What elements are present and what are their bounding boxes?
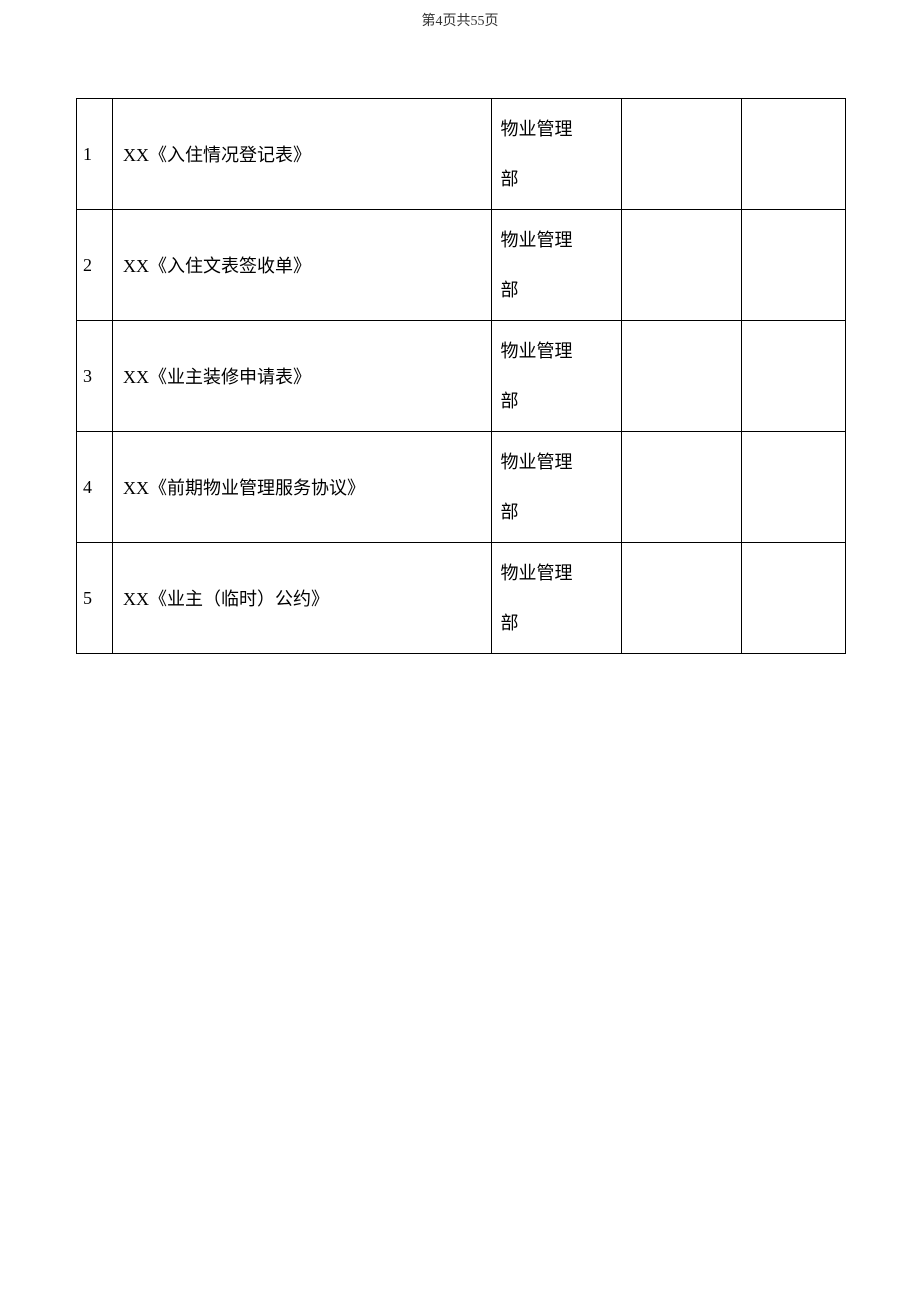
table-row: 5 XX《业主（临时）公约》 物业管理 部	[77, 543, 846, 654]
cell-desc: XX《入住文表签收单》	[112, 210, 492, 321]
cell-index: 1	[77, 99, 113, 210]
dept-line1: 物业管理	[500, 548, 621, 598]
cell-index: 4	[77, 432, 113, 543]
cell-dept: 物业管理 部	[492, 543, 622, 654]
dept-line1: 物业管理	[500, 437, 621, 487]
dept-line2: 部	[500, 598, 621, 648]
cell-empty	[622, 432, 742, 543]
dept-line1: 物业管理	[500, 104, 621, 154]
table-row: 1 XX《入住情况登记表》 物业管理 部	[77, 99, 846, 210]
cell-desc: XX《前期物业管理服务协议》	[112, 432, 492, 543]
cell-index: 5	[77, 543, 113, 654]
cell-desc: XX《入住情况登记表》	[112, 99, 492, 210]
cell-empty	[622, 210, 742, 321]
cell-empty	[742, 321, 846, 432]
document-table: 1 XX《入住情况登记表》 物业管理 部 2 XX《入住文表签收单》 物业管理 …	[76, 98, 846, 654]
dept-line2: 部	[500, 376, 621, 426]
dept-line1: 物业管理	[500, 326, 621, 376]
cell-dept: 物业管理 部	[492, 321, 622, 432]
cell-dept: 物业管理 部	[492, 432, 622, 543]
dept-line2: 部	[500, 154, 621, 204]
table-container: 1 XX《入住情况登记表》 物业管理 部 2 XX《入住文表签收单》 物业管理 …	[76, 98, 846, 654]
cell-desc: XX《业主（临时）公约》	[112, 543, 492, 654]
cell-empty	[622, 543, 742, 654]
dept-line2: 部	[500, 487, 621, 537]
table-row: 4 XX《前期物业管理服务协议》 物业管理 部	[77, 432, 846, 543]
cell-dept: 物业管理 部	[492, 210, 622, 321]
cell-empty	[622, 99, 742, 210]
table-row: 3 XX《业主装修申请表》 物业管理 部	[77, 321, 846, 432]
cell-empty	[742, 432, 846, 543]
cell-empty	[742, 210, 846, 321]
dept-line2: 部	[500, 265, 621, 315]
cell-index: 3	[77, 321, 113, 432]
cell-empty	[742, 543, 846, 654]
dept-line1: 物业管理	[500, 215, 621, 265]
cell-desc: XX《业主装修申请表》	[112, 321, 492, 432]
cell-dept: 物业管理 部	[492, 99, 622, 210]
cell-index: 2	[77, 210, 113, 321]
table-row: 2 XX《入住文表签收单》 物业管理 部	[77, 210, 846, 321]
page-header: 第4页共55页	[0, 0, 920, 30]
cell-empty	[622, 321, 742, 432]
cell-empty	[742, 99, 846, 210]
